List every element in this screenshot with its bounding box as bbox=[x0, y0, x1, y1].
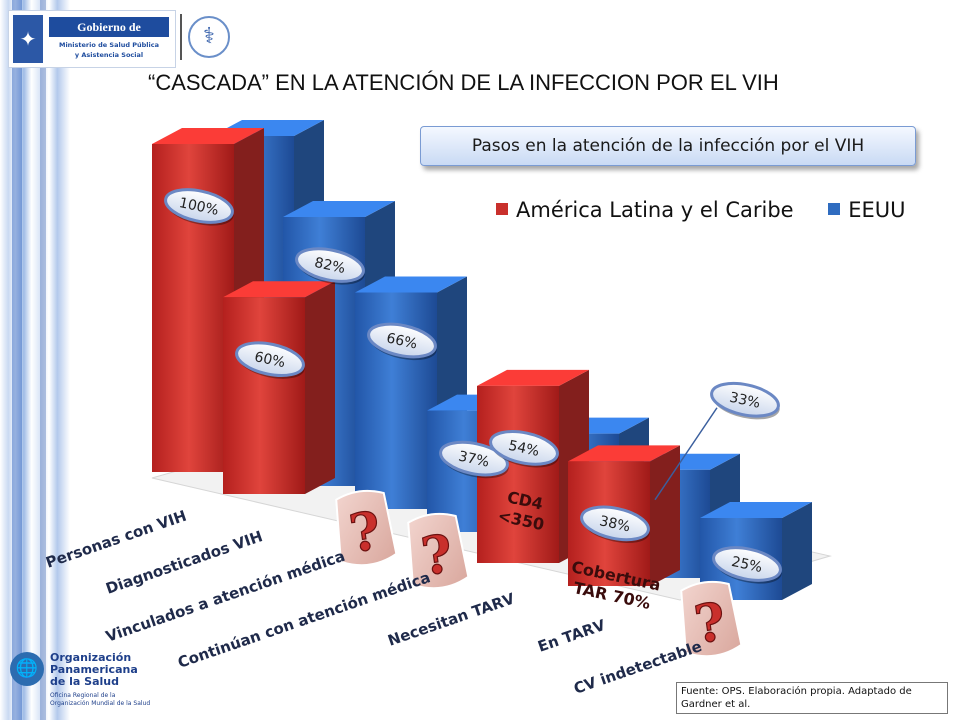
gov-name: Gobierno de Guatemala bbox=[49, 17, 169, 54]
tick-label-5: En TARV bbox=[535, 616, 607, 656]
bar-latam-1-side bbox=[305, 281, 335, 494]
data-label-eeuu-6-text: 25% bbox=[730, 554, 764, 576]
ops-name-1: Organización bbox=[50, 651, 132, 664]
unknown-mark-6-bg bbox=[680, 580, 743, 658]
data-label-latam-5-text: 38% bbox=[598, 513, 632, 535]
ops-logo: 🌐 Organización Panamericana de la Salud … bbox=[8, 650, 178, 712]
legend-item-latam: América Latina y el Caribe bbox=[496, 198, 794, 222]
bar-latam-5-side bbox=[650, 445, 680, 586]
bar-latam-5-top bbox=[568, 445, 680, 462]
unknown-mark-2-bg bbox=[335, 489, 398, 567]
side-stripe-accent-2 bbox=[40, 0, 46, 720]
legend-item-eeuu: EEUU bbox=[828, 198, 906, 222]
unknown-mark-6: ? bbox=[680, 580, 743, 658]
data-label-eeuu-3-text: 37% bbox=[457, 449, 491, 471]
tick-label-4: Necesitan TARV bbox=[385, 589, 517, 649]
ops-sub-1: Oficina Regional de la bbox=[50, 692, 116, 699]
guatemala-government-logo: ✦ Gobierno de Guatemala Ministerio de Sa… bbox=[8, 10, 176, 68]
side-stripe bbox=[0, 0, 70, 720]
data-label-latam-0: 100% bbox=[164, 188, 234, 226]
unknown-mark-3-bg bbox=[407, 512, 470, 590]
unknown-mark-2-symbol: ? bbox=[346, 500, 385, 565]
data-label-latam-4-text: 54% bbox=[507, 438, 541, 460]
data-label-eeuu-2-bg bbox=[367, 322, 437, 359]
ops-name-2: Panamericana bbox=[50, 663, 138, 676]
unknown-mark-2: ? bbox=[335, 489, 398, 567]
data-label-eeuu-3-bg bbox=[439, 440, 509, 477]
bar-latam-1 bbox=[223, 281, 335, 494]
bar-eeuu-1-top bbox=[283, 201, 395, 218]
data-label-eeuu-6-bg bbox=[712, 546, 782, 582]
side-stripe-accent bbox=[12, 0, 22, 720]
unknown-mark-3-symbol: ? bbox=[418, 523, 457, 588]
ops-sub: Oficina Regional de la Organización Mund… bbox=[50, 692, 150, 708]
data-label-eeuu-2: 66% bbox=[367, 322, 437, 361]
data-label-latam-5-bg bbox=[580, 505, 650, 542]
slide-title: “CASCADA” EN LA ATENCIÓN DE LA INFECCION… bbox=[148, 70, 779, 95]
legend-label-eeuu: EEUU bbox=[848, 198, 906, 222]
bar-eeuu-2-top bbox=[355, 276, 467, 293]
source-note: Fuente: OPS. Elaboración propia. Adaptad… bbox=[676, 682, 948, 714]
bar-eeuu-6-side bbox=[782, 502, 812, 600]
data-label-eeuu-5-text: 33% bbox=[728, 390, 762, 412]
caduceus-icon: ⚕ bbox=[188, 16, 230, 58]
data-label-latam-5: 38% bbox=[580, 505, 650, 543]
chart-title-box: Pasos en la atención de la infección por… bbox=[420, 126, 916, 166]
data-label-latam-1-bg bbox=[235, 341, 305, 377]
ops-sub-2: Organización Mundial de la Salud bbox=[50, 700, 151, 707]
callout-line-eeuu-5 bbox=[654, 407, 718, 501]
data-label-eeuu-6: 25% bbox=[712, 546, 782, 584]
unknown-mark-3: ? bbox=[407, 512, 470, 590]
data-label-latam-0-bg bbox=[164, 188, 234, 224]
bar-latam-1-top bbox=[223, 281, 335, 298]
legend-swatch-eeuu bbox=[828, 203, 841, 215]
data-label-eeuu-3: 37% bbox=[439, 440, 509, 479]
bar-latam-4-top bbox=[477, 369, 589, 386]
bar-eeuu-6-top bbox=[700, 502, 812, 518]
data-label-eeuu-5: 33% bbox=[710, 381, 780, 420]
gov-sub2: y Asistencia Social bbox=[74, 51, 144, 59]
data-label-eeuu-5-bg bbox=[710, 381, 780, 418]
logo-divider bbox=[180, 14, 182, 60]
ops-name: Organización Panamericana de la Salud bbox=[50, 652, 138, 688]
legend-label-latam: América Latina y el Caribe bbox=[516, 198, 794, 222]
bar-latam-1-front bbox=[223, 297, 305, 494]
globe-icon: 🌐 bbox=[10, 652, 44, 686]
tick-label-3: Continúan con atención médica bbox=[175, 568, 432, 672]
bar-latam-4-front bbox=[477, 385, 559, 563]
legend-swatch-latam bbox=[496, 203, 508, 215]
data-label-latam-1-text: 60% bbox=[253, 349, 287, 371]
bar-latam-0-front bbox=[152, 144, 234, 472]
data-label-eeuu-2-text: 66% bbox=[385, 330, 419, 352]
data-label-eeuu-1-bg bbox=[295, 247, 365, 283]
data-label-eeuu-1-text: 82% bbox=[313, 255, 347, 277]
tick-label-2: Vinculados a atención médica bbox=[103, 547, 347, 646]
data-label-latam-4: 54% bbox=[489, 430, 559, 468]
gov-sub1: Ministerio de Salud Pública bbox=[58, 41, 159, 49]
data-label-eeuu-1: 82% bbox=[295, 247, 365, 285]
coat-of-arms-icon: ✦ bbox=[13, 15, 43, 63]
data-label-latam-4-bg bbox=[489, 430, 559, 466]
data-label-latam-1: 60% bbox=[235, 341, 305, 379]
bar-latam-0-top bbox=[152, 128, 264, 144]
ops-name-3: de la Salud bbox=[50, 675, 120, 688]
legend: América Latina y el Caribe EEUU bbox=[496, 198, 906, 222]
